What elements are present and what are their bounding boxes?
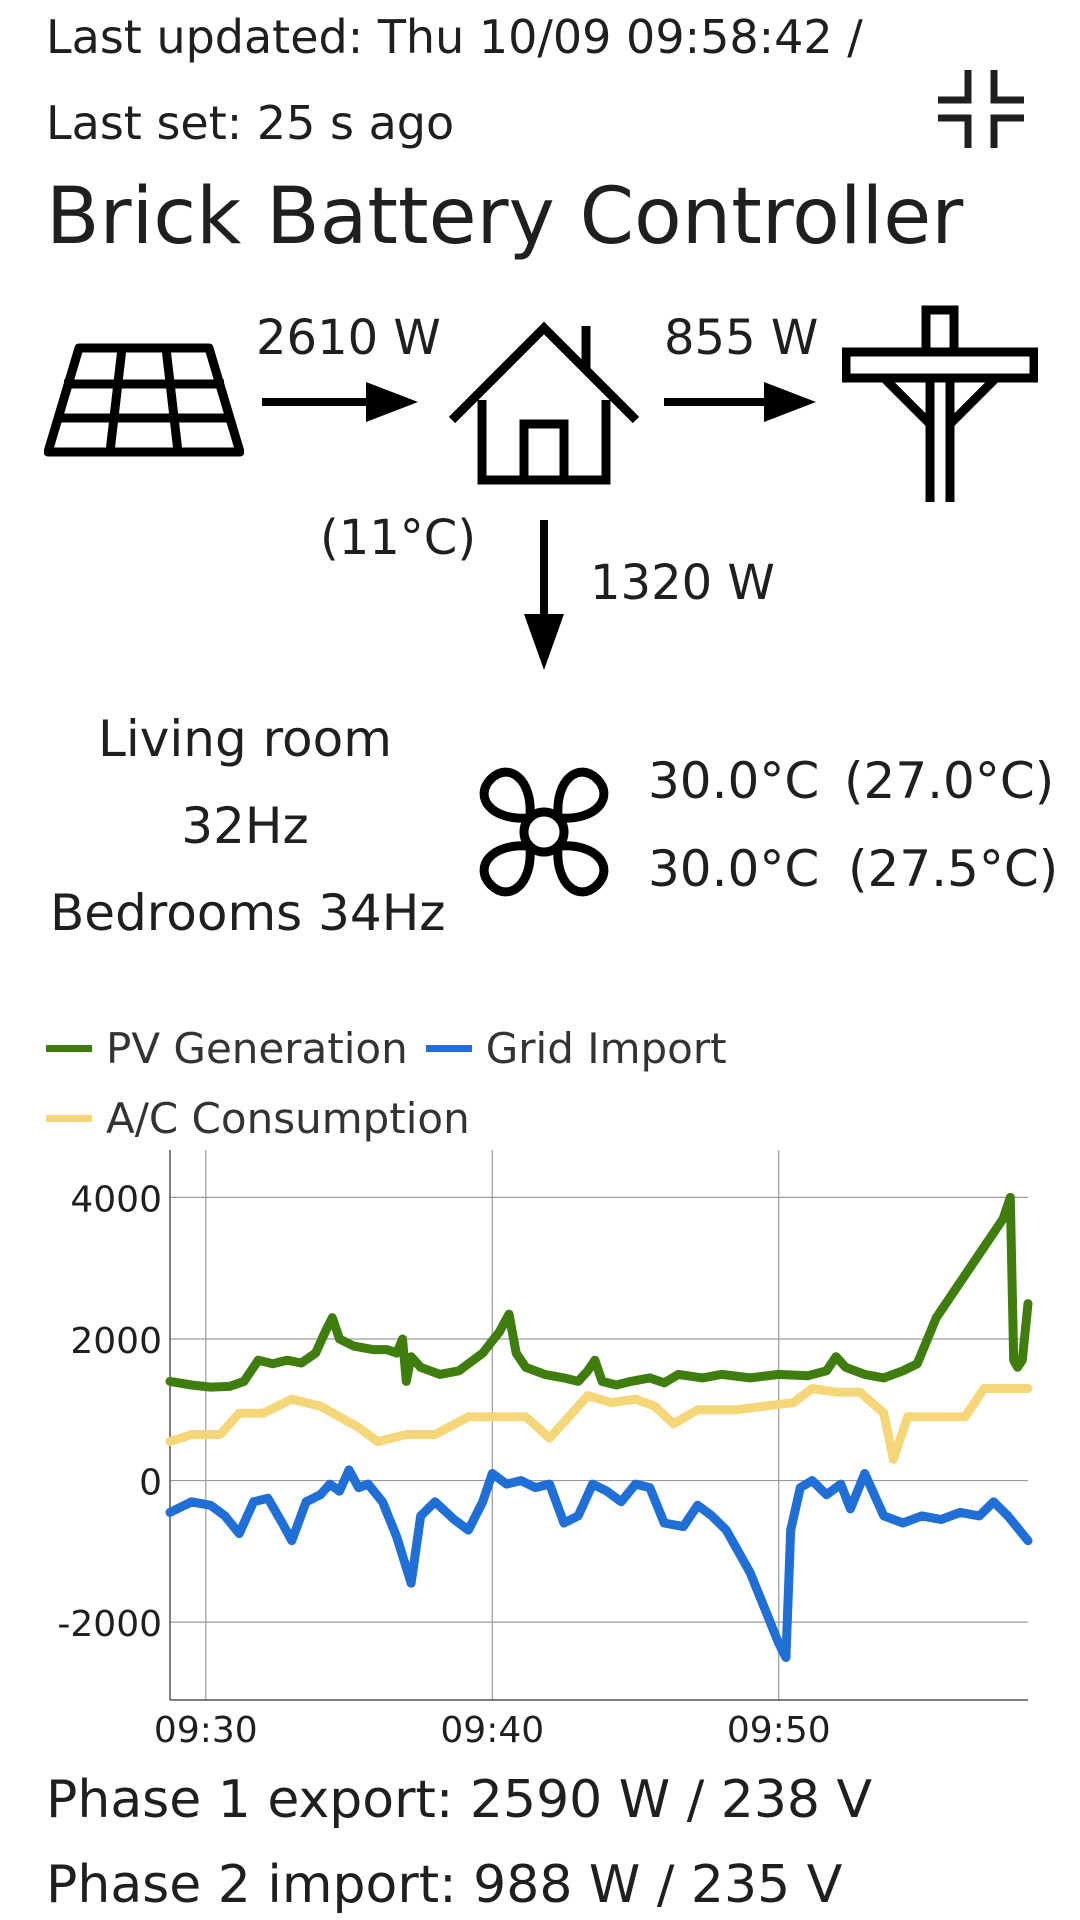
legend-item-grid[interactable]: Grid Import bbox=[425, 1024, 727, 1073]
current-temp-2: 30.0°C bbox=[648, 840, 820, 898]
legend-item-ac[interactable]: A/C Consumption bbox=[46, 1094, 470, 1143]
outdoor-temp-label: (11°C) bbox=[320, 510, 477, 566]
phase2-import-text: Phase 2 import: 988 W / 235 V bbox=[46, 1855, 843, 1915]
living-room-frequency: 32Hz bbox=[181, 797, 309, 855]
last-set-text: Last set: 25 s ago bbox=[46, 96, 455, 150]
y-tick-label: -2000 bbox=[57, 1604, 162, 1645]
power-pole-icon bbox=[841, 302, 1039, 504]
series-line-a-c-consumption bbox=[165, 1384, 1033, 1464]
current-temp-1: 30.0°C bbox=[648, 752, 820, 810]
arrow-down-icon bbox=[522, 520, 566, 670]
house-icon bbox=[446, 320, 642, 486]
ac-power-label: 1320 W bbox=[590, 555, 775, 611]
power-chart: 4000 2000 0 -2000 09:30 09:40 09:50 bbox=[57, 1150, 1033, 1750]
chart-legend-row-1: PV Generation Grid Import bbox=[46, 1024, 745, 1073]
legend-label-ac: A/C Consumption bbox=[106, 1094, 470, 1143]
target-temp-2: (27.5°C) bbox=[848, 840, 1059, 898]
fan-icon bbox=[464, 752, 624, 912]
y-tick-label: 0 bbox=[139, 1463, 162, 1504]
living-room-label: Living room bbox=[98, 710, 392, 768]
series-line-pv-generation bbox=[165, 1192, 1033, 1392]
solar-panel-icon bbox=[43, 342, 245, 460]
target-temp-1: (27.0°C) bbox=[844, 752, 1055, 810]
x-tick-label: 09:30 bbox=[154, 1710, 258, 1750]
arrow-right-icon bbox=[262, 380, 418, 424]
legend-swatch-grid bbox=[425, 1045, 472, 1052]
chart-legend-row-2: A/C Consumption bbox=[46, 1094, 488, 1143]
solar-power-label: 2610 W bbox=[256, 310, 441, 366]
phase1-export-text: Phase 1 export: 2590 W / 238 V bbox=[46, 1770, 873, 1830]
legend-swatch-pv bbox=[46, 1045, 92, 1052]
x-tick-label: 09:50 bbox=[727, 1710, 831, 1750]
legend-swatch-ac bbox=[46, 1115, 92, 1122]
legend-label-pv: PV Generation bbox=[106, 1024, 408, 1073]
series-line-grid-import bbox=[165, 1465, 1033, 1662]
x-tick-label: 09:40 bbox=[440, 1710, 544, 1750]
arrow-right-icon bbox=[664, 380, 816, 424]
collapse-icon[interactable] bbox=[938, 68, 1024, 150]
bedrooms-frequency: Bedrooms 34Hz bbox=[50, 884, 446, 942]
legend-item-pv[interactable]: PV Generation bbox=[46, 1024, 408, 1073]
y-tick-label: 4000 bbox=[70, 1179, 162, 1220]
page-title: Brick Battery Controller bbox=[46, 172, 964, 262]
grid-power-label: 855 W bbox=[664, 310, 819, 366]
legend-label-grid: Grid Import bbox=[485, 1024, 727, 1073]
last-updated-text: Last updated: Thu 10/09 09:58:42 / bbox=[46, 10, 863, 64]
y-tick-label: 2000 bbox=[70, 1321, 162, 1362]
